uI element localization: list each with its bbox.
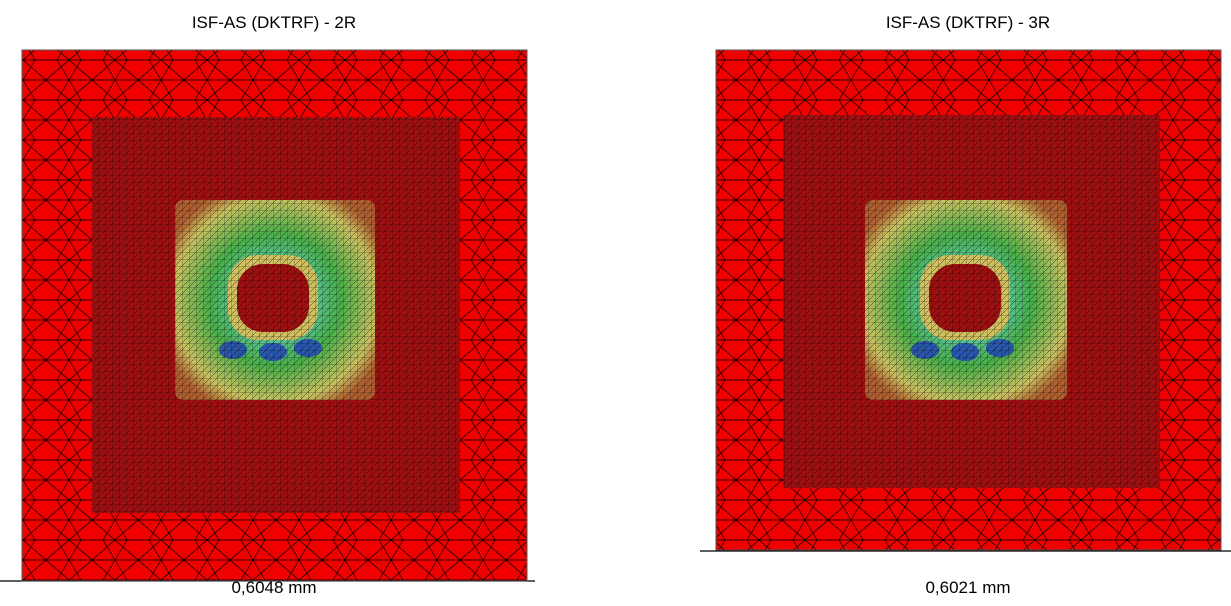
- panel-caption: 0,6021 mm: [925, 578, 1010, 597]
- frame: [715, 49, 1222, 551]
- mesh-image: [715, 49, 1222, 551]
- panel-title: ISF-AS (DKTRF) - 2R: [192, 13, 356, 32]
- panel-caption: 0,6048 mm: [231, 578, 316, 597]
- panel-title: ISF-AS (DKTRF) - 3R: [886, 13, 1050, 32]
- inner-mesh: [92, 117, 460, 513]
- inner-mesh: [783, 115, 1160, 488]
- frame: [21, 49, 528, 582]
- mesh-image: [21, 49, 528, 582]
